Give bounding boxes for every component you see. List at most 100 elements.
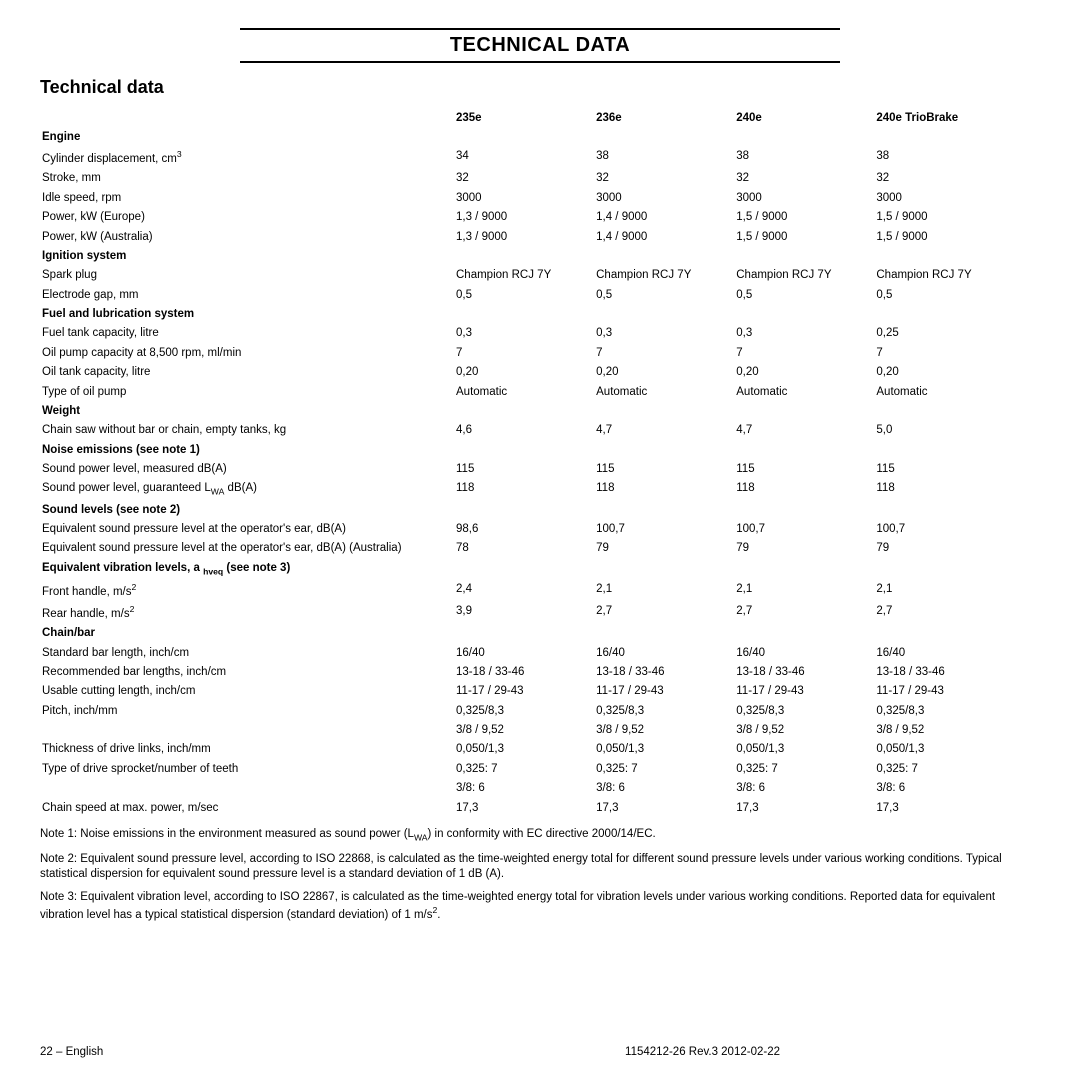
col-header: 240e TrioBrake <box>874 108 1040 127</box>
cell: 4,7 <box>594 421 734 440</box>
section-vibration: Equivalent vibration levels, a hveq (see… <box>40 558 1040 579</box>
footer-right: 1154212-26 Rev.3 2012-02-22 <box>625 1046 780 1058</box>
cell: 16/40 <box>874 643 1040 662</box>
cell: 17,3 <box>594 798 734 817</box>
cell: Champion RCJ 7Y <box>594 266 734 285</box>
table-row: Chain saw without bar or chain, empty ta… <box>40 421 1040 440</box>
cell: 17,3 <box>734 798 874 817</box>
table-row: Spark plugChampion RCJ 7YChampion RCJ 7Y… <box>40 266 1040 285</box>
cell: 32 <box>874 169 1040 188</box>
table-row: Recommended bar lengths, inch/cm13-18 / … <box>40 662 1040 681</box>
cell: 2,1 <box>594 579 734 601</box>
row-label: Rear handle, m/s <box>42 608 130 620</box>
cell: 0,325/8,3 <box>874 701 1040 720</box>
col-header: 236e <box>594 108 734 127</box>
cell: 0,20 <box>734 363 874 382</box>
cell: 115 <box>454 460 594 479</box>
row-label: Oil pump capacity at 8,500 rpm, ml/min <box>40 343 454 362</box>
cell: 13-18 / 33-46 <box>874 662 1040 681</box>
cell: 3/8: 6 <box>454 779 594 798</box>
cell: 0,5 <box>874 285 1040 304</box>
row-label: Usable cutting length, inch/cm <box>40 682 454 701</box>
cell: 38 <box>734 147 874 169</box>
table-row: Cylinder displacement, cm3 34383838 <box>40 147 1040 169</box>
row-label: Sound power level, measured dB(A) <box>40 460 454 479</box>
section-engine: Engine <box>40 127 1040 146</box>
cell: 2,4 <box>454 579 594 601</box>
col-header: 240e <box>734 108 874 127</box>
row-label: Oil tank capacity, litre <box>40 363 454 382</box>
cell: Champion RCJ 7Y <box>734 266 874 285</box>
table-row: Chain speed at max. power, m/sec17,317,3… <box>40 798 1040 817</box>
cell: Automatic <box>734 382 874 401</box>
cell: 1,3 / 9000 <box>454 227 594 246</box>
cell: 3/8: 6 <box>594 779 734 798</box>
cell: 0,325: 7 <box>594 759 734 778</box>
row-label: Type of drive sprocket/number of teeth <box>40 759 454 778</box>
cell: 7 <box>874 343 1040 362</box>
cell: 38 <box>874 147 1040 169</box>
row-label: Chain speed at max. power, m/sec <box>40 798 454 817</box>
cell: 100,7 <box>594 519 734 538</box>
cell: 11-17 / 29-43 <box>734 682 874 701</box>
note-1: Note 1: Noise emissions in the environme… <box>40 827 1040 844</box>
superscript: 2 <box>130 604 135 614</box>
cell: Champion RCJ 7Y <box>874 266 1040 285</box>
section-sound: Sound levels (see note 2) <box>40 500 1040 519</box>
cell: 0,20 <box>594 363 734 382</box>
row-label: Front handle, m/s <box>42 586 131 598</box>
cell: 1,5 / 9000 <box>874 227 1040 246</box>
table-row: Power, kW (Australia)1,3 / 90001,4 / 900… <box>40 227 1040 246</box>
col-header: 235e <box>454 108 594 127</box>
table-row: Idle speed, rpm3000300030003000 <box>40 188 1040 207</box>
cell: 0,325/8,3 <box>454 701 594 720</box>
row-label: Pitch, inch/mm <box>40 701 454 720</box>
cell: 0,325: 7 <box>454 759 594 778</box>
row-label: Power, kW (Europe) <box>40 208 454 227</box>
cell: Automatic <box>874 382 1040 401</box>
page-title-block: TECHNICAL DATA <box>240 28 840 63</box>
cell: 98,6 <box>454 519 594 538</box>
cell: 7 <box>454 343 594 362</box>
section-fuel: Fuel and lubrication system <box>40 305 1040 324</box>
cell: 7 <box>734 343 874 362</box>
table-row: Thickness of drive links, inch/mm0,050/1… <box>40 740 1040 759</box>
row-label: Power, kW (Australia) <box>40 227 454 246</box>
cell: 78 <box>454 539 594 558</box>
cell: 3000 <box>454 188 594 207</box>
cell: 2,7 <box>874 601 1040 623</box>
table-row: Front handle, m/s2 2,42,12,12,1 <box>40 579 1040 601</box>
notes-block: Note 1: Noise emissions in the environme… <box>40 827 1040 922</box>
section-noise: Noise emissions (see note 1) <box>40 440 1040 459</box>
table-row: Power, kW (Europe)1,3 / 90001,4 / 90001,… <box>40 208 1040 227</box>
row-label <box>40 721 454 740</box>
cell: 0,3 <box>734 324 874 343</box>
cell: 3000 <box>594 188 734 207</box>
cell: 1,5 / 9000 <box>734 227 874 246</box>
table-row: Equivalent sound pressure level at the o… <box>40 539 1040 558</box>
cell: 0,20 <box>454 363 594 382</box>
cell: 13-18 / 33-46 <box>594 662 734 681</box>
row-label: Equivalent sound pressure level at the o… <box>40 539 454 558</box>
cell: 32 <box>734 169 874 188</box>
cell: 1,4 / 9000 <box>594 208 734 227</box>
cell: 79 <box>594 539 734 558</box>
cell: 1,5 / 9000 <box>874 208 1040 227</box>
cell: 13-18 / 33-46 <box>454 662 594 681</box>
section-ignition: Ignition system <box>40 246 1040 265</box>
table-row: Sound power level, guaranteed LWA dB(A) … <box>40 479 1040 500</box>
cell: 16/40 <box>594 643 734 662</box>
table-row: Sound power level, measured dB(A)1151151… <box>40 460 1040 479</box>
cell: 0,050/1,3 <box>734 740 874 759</box>
cell: 17,3 <box>454 798 594 817</box>
cell: 115 <box>594 460 734 479</box>
row-label: Fuel tank capacity, litre <box>40 324 454 343</box>
row-label: Electrode gap, mm <box>40 285 454 304</box>
spec-table: 235e 236e 240e 240e TrioBrake Engine Cyl… <box>40 108 1040 817</box>
section-weight: Weight <box>40 401 1040 420</box>
cell: 0,325: 7 <box>734 759 874 778</box>
cell: 16/40 <box>454 643 594 662</box>
cell: 0,3 <box>594 324 734 343</box>
table-row: 3/8 / 9,523/8 / 9,523/8 / 9,523/8 / 9,52 <box>40 721 1040 740</box>
row-label: Equivalent sound pressure level at the o… <box>40 519 454 538</box>
